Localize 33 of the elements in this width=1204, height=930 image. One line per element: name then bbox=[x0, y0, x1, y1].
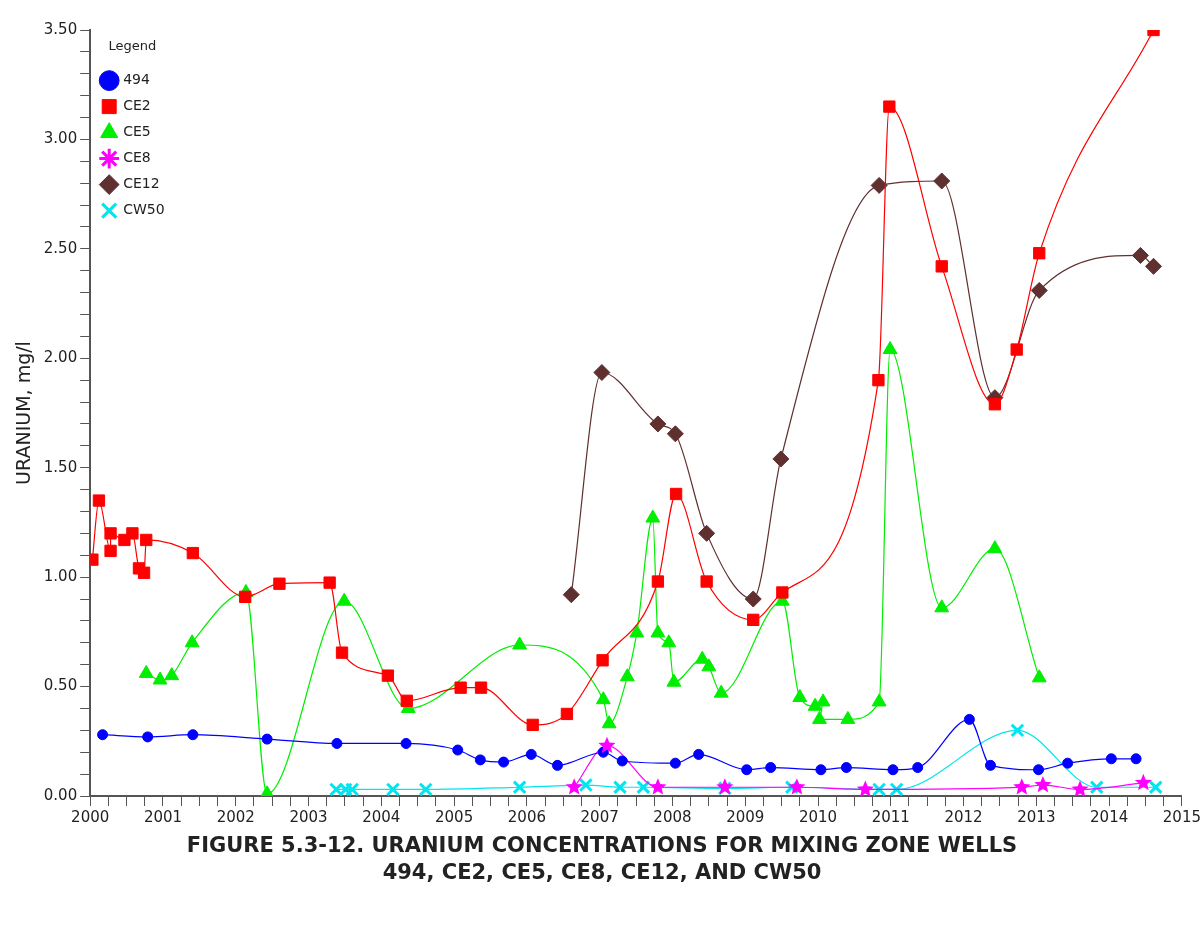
x-tick-label: 2010 bbox=[798, 807, 838, 826]
x-tick-label: 2013 bbox=[1017, 807, 1056, 826]
y-tick-label: 2.50 bbox=[43, 238, 78, 257]
y-tick-label: 1.00 bbox=[43, 567, 78, 586]
legend-label: CE2 bbox=[123, 97, 151, 114]
x-tick-label: 2002 bbox=[216, 807, 255, 826]
x-tick-label: 2007 bbox=[580, 807, 619, 826]
x-tick-label: 2004 bbox=[362, 807, 401, 826]
y-axis-title: URANIUM, mg/l bbox=[12, 341, 35, 485]
x-tick-label: 2005 bbox=[435, 807, 474, 826]
x-tick-label: 2003 bbox=[289, 807, 328, 826]
text: FIGURE 5.3-12. URANIUM CONCENTRATIONS FOR MIXING ZONE WELLS 494, CE2, CE5, CE8, CE12, AND CW50 bbox=[185, 832, 1019, 886]
y-tick-label: 0.00 bbox=[43, 785, 78, 804]
x-tick-label: 2006 bbox=[507, 807, 546, 826]
y-tick-label: 3.50 bbox=[43, 19, 78, 38]
x-tick-label: 2012 bbox=[944, 807, 983, 826]
y-tick-label: 2.00 bbox=[43, 348, 78, 367]
y-tick-label: 0.50 bbox=[43, 676, 78, 695]
legend-label: 494 bbox=[123, 71, 151, 88]
x-tick-label: 2009 bbox=[726, 807, 765, 826]
legend-label: CE8 bbox=[123, 149, 151, 166]
x-tick-label: 2008 bbox=[653, 807, 692, 826]
legend-title: Legend bbox=[108, 37, 157, 53]
x-tick-label: 2011 bbox=[871, 807, 910, 826]
x-tick-label: 2001 bbox=[143, 807, 183, 826]
x-tick-label: 2015 bbox=[1162, 807, 1202, 826]
y-tick-label: 1.50 bbox=[43, 457, 78, 476]
x-tick-label: 2000 bbox=[71, 807, 110, 826]
x-tick-label: 2014 bbox=[1090, 807, 1129, 826]
y-tick-label: 3.00 bbox=[43, 129, 78, 148]
legend-label: CE12 bbox=[123, 175, 160, 192]
legend-label: CW50 bbox=[123, 201, 165, 218]
legend-label: CE5 bbox=[123, 123, 151, 140]
